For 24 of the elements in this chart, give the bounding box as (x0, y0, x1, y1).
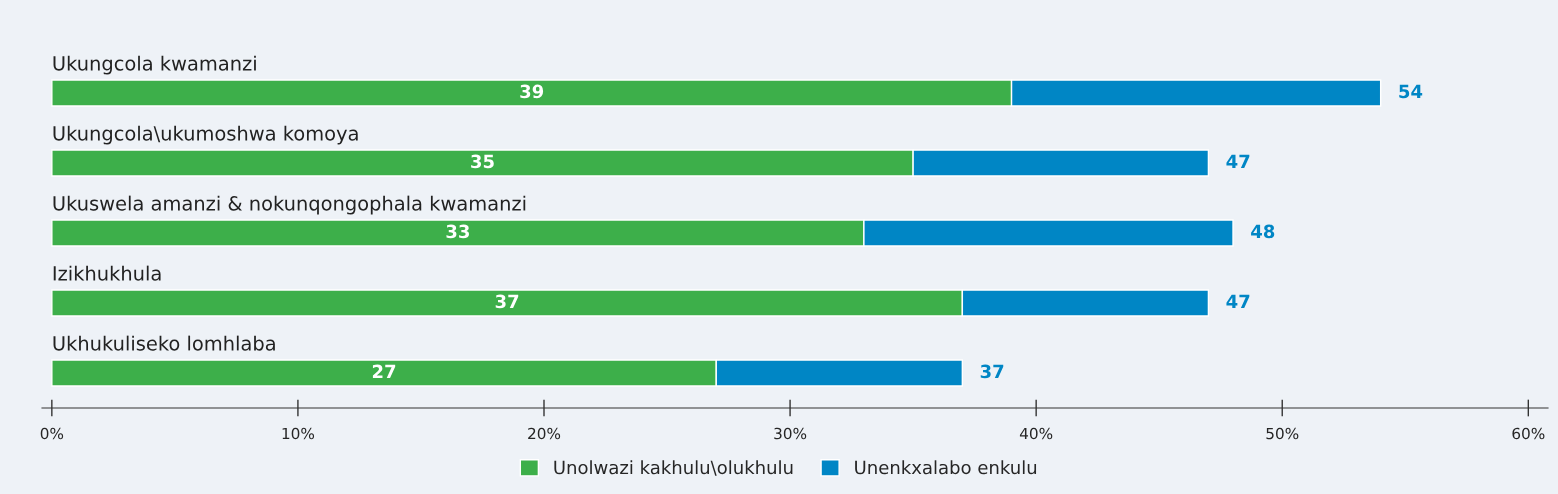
x-tick-label: 20% (528, 427, 561, 440)
legend-label: Unolwazi kakhulu\olukhulu (554, 460, 793, 476)
total-label: 54 (1399, 84, 1423, 99)
legend-label: Unenkxalabo enkulu (855, 460, 1037, 475)
y-tick-label: Ukungcola kwamanzi (53, 55, 256, 75)
x-tick-label: 30% (774, 427, 807, 440)
y-tick-label: Ukuswela amanzi & nokunqongophala kwamanzi (53, 195, 526, 215)
y-tick-label: Ukungcola\ukumoshwa komoya (53, 125, 358, 145)
data-label: 37 (495, 294, 519, 309)
data-label: 35 (471, 154, 494, 169)
x-tick-label: 60% (1512, 427, 1545, 440)
data-label: 33 (446, 224, 469, 239)
x-tick-label: 40% (1019, 427, 1053, 440)
total-label: 47 (1226, 154, 1250, 168)
total-label: 37 (980, 364, 1004, 379)
x-tick-label: 10% (282, 427, 315, 440)
y-tick-label: Ukhukuliseko lomhlaba (53, 335, 275, 351)
data-label: 27 (372, 364, 396, 378)
x-tick-label: 50% (1266, 427, 1299, 440)
data-label: 39 (520, 84, 544, 99)
y-tick-label: Izikhukhula (53, 265, 161, 281)
x-tick-label: 0% (40, 427, 64, 440)
total-label: 47 (1226, 294, 1250, 308)
total-label: 48 (1251, 224, 1275, 239)
